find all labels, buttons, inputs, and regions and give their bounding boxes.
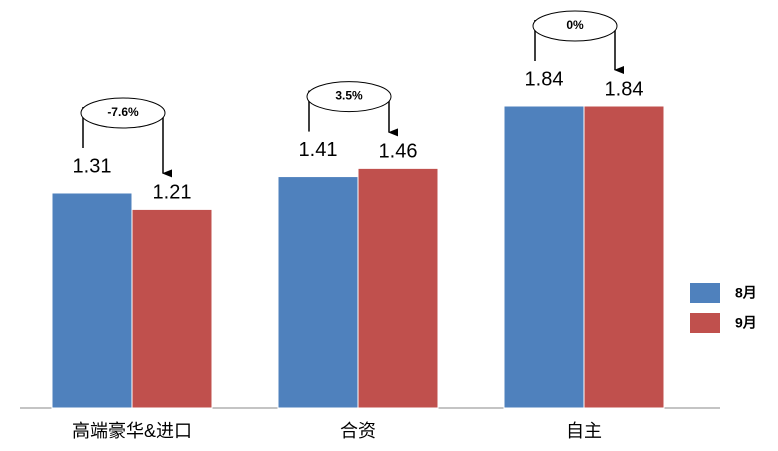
x-tick-label: 自主 — [566, 421, 602, 441]
bar — [51, 192, 133, 409]
annotation-bubble — [532, 10, 618, 42]
legend-label: 9月 — [735, 315, 757, 331]
annotation-bubble — [306, 81, 392, 113]
value-label: 1.21 — [153, 182, 192, 204]
value-label: 1.46 — [379, 141, 418, 163]
bar — [503, 105, 585, 409]
value-label: 1.84 — [525, 68, 564, 90]
value-label: 1.84 — [605, 78, 644, 100]
value-label: 1.31 — [73, 155, 112, 177]
value-label: 1.41 — [299, 139, 338, 161]
annotation-label: 0% — [566, 18, 584, 32]
bar — [131, 208, 213, 409]
legend-label: 8月 — [735, 285, 757, 301]
bar — [583, 105, 665, 409]
x-tick-label: 高端豪华&进口 — [72, 421, 192, 441]
annotation-bubble — [80, 97, 166, 129]
annotation-label: -7.6% — [107, 105, 139, 119]
bar — [277, 176, 359, 409]
x-tick-label: 合资 — [340, 421, 376, 441]
legend-swatch — [690, 283, 720, 303]
legend-swatch — [690, 313, 720, 333]
bar — [357, 167, 439, 409]
annotation-label: 3.5% — [335, 89, 363, 103]
